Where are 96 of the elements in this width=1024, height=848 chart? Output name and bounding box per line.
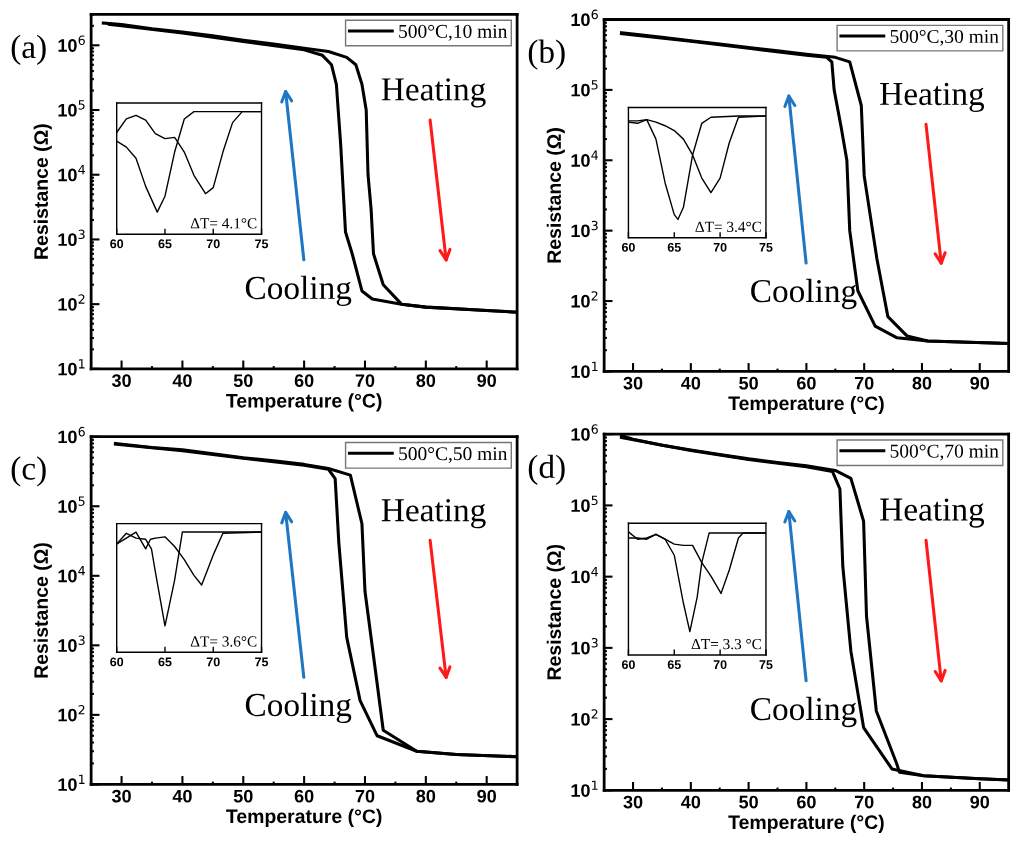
x-tick-label: 60 [797,376,816,390]
x-tick-label: 60 [110,239,124,249]
x-tick-label: 90 [970,795,990,809]
x-tick-label: 75 [759,243,773,252]
x-tick-label: 80 [416,374,436,387]
x-tick-label: 30 [623,376,643,390]
x-tick-label: 60 [110,657,124,667]
annotation: ΔT= 3.3 °C [691,638,761,650]
x-tick-label: 90 [970,376,990,390]
legend-label: 500°C,50 min [399,447,508,464]
y-tick-label: 10$^{5}$ [571,80,598,97]
x-tick-label: 40 [172,374,192,387]
annotation: Cooling [751,278,857,310]
x-tick-label: 75 [255,239,269,249]
x-tick-label: 70 [355,789,375,803]
y-axis-title: Resistance (Ω) [33,124,52,259]
y-tick-label: 10$^{4}$ [571,150,598,167]
y-tick-label: 10$^{3}$ [58,229,85,247]
x-tick-label: 70 [854,376,874,390]
x-tick-label: 65 [667,242,681,252]
x-tick-label: 60 [797,795,816,809]
y-tick-label: 10$^{3}$ [571,220,598,238]
x-tick-label: 70 [854,795,874,809]
y-tick-label: 10$^{2}$ [571,291,598,308]
x-tick-label: 50 [739,376,758,390]
x-tick-label: 60 [621,242,635,252]
y-tick-label: 10$^{6}$ [571,9,598,27]
x-axis-title: Temperature (°C) [226,808,382,827]
annotation: ΔT= 4.1°C [190,218,257,229]
text: (c) [11,456,46,487]
x-axis-title: Temperature (°C) [728,395,884,415]
y-tick-label: 10$^{5}$ [58,496,85,513]
y-tick-label: 10$^{4}$ [58,165,85,182]
y-tick-label: 10$^{4}$ [58,566,85,583]
x-tick-label: 75 [255,657,269,667]
x-tick-label: 40 [681,795,701,809]
x-tick-label: 80 [912,376,932,390]
y-tick-label: 10$^{5}$ [58,100,85,117]
annotation: Heating [880,498,985,528]
legend-label: 500°C,70 min [890,444,999,461]
x-tick-label: 30 [623,795,643,809]
x-tick-label: 40 [172,789,192,803]
annotation: Cooling [751,696,857,728]
y-axis-title: Resistance (Ω) [546,128,565,263]
annotation: Cooling [245,275,352,307]
y-tick-label: 10$^{1}$ [571,780,598,797]
x-tick-label: 70 [713,242,727,252]
x-axis-title: Temperature (°C) [226,393,382,412]
x-tick-label: 50 [739,795,758,809]
x-tick-label: 70 [206,239,220,249]
y-tick-label: 10$^{5}$ [571,495,598,512]
y-tick-label: 10$^{3}$ [58,635,85,652]
x-tick-label: 30 [111,789,131,803]
x-tick-label: 65 [158,239,172,249]
x-tick-label: 50 [233,789,253,803]
x-tick-label: 75 [759,660,773,670]
y-axis-title: Resistance (Ω) [33,543,52,678]
y-axis-title: Resistance (Ω) [546,544,565,680]
annotation: ΔT= 3.6°C [190,636,257,647]
annotation: ΔT= 3.4°C [695,221,761,233]
x-tick-label: 65 [158,657,172,667]
x-tick-label: 40 [681,376,701,390]
text: (a) [11,34,46,65]
y-tick-label: 10$^{6}$ [58,426,85,444]
y-tick-label: 10$^{1}$ [571,361,598,379]
x-tick-label: 80 [912,795,932,809]
x-tick-label: 60 [621,660,635,670]
y-tick-label: 10$^{6}$ [58,35,85,52]
y-tick-label: 10$^{4}$ [571,566,598,584]
y-tick-label: 10$^{2}$ [58,294,85,311]
x-tick-label: 30 [111,374,131,388]
y-tick-label: 10$^{6}$ [571,424,598,441]
annotation: Cooling [245,692,352,724]
x-tick-label: 80 [416,789,436,803]
text: (d) [528,454,565,485]
text: (b) [528,39,565,70]
annotation: Heating [381,78,486,108]
y-tick-label: 10$^{1}$ [58,774,85,791]
y-tick-label: 10$^{2}$ [58,704,85,722]
x-tick-label: 70 [206,657,220,667]
x-tick-label: 60 [294,789,314,803]
x-tick-label: 60 [294,374,314,387]
y-tick-label: 10$^{2}$ [571,709,598,726]
x-tick-label: 90 [477,374,496,387]
x-tick-label: 90 [477,789,496,803]
x-tick-label: 70 [355,374,375,387]
x-tick-label: 50 [233,374,253,387]
x-axis-title: Temperature (°C) [728,814,884,833]
legend-label: 500°C,10 min [399,24,508,41]
x-tick-label: 65 [667,660,681,670]
x-tick-label: 70 [713,660,727,670]
y-tick-label: 10$^{3}$ [571,637,598,655]
annotation: Heating [880,82,985,113]
annotation: Heating [381,499,486,529]
y-tick-label: 10$^{1}$ [58,359,85,376]
legend-label: 500°C,30 min [890,29,999,46]
